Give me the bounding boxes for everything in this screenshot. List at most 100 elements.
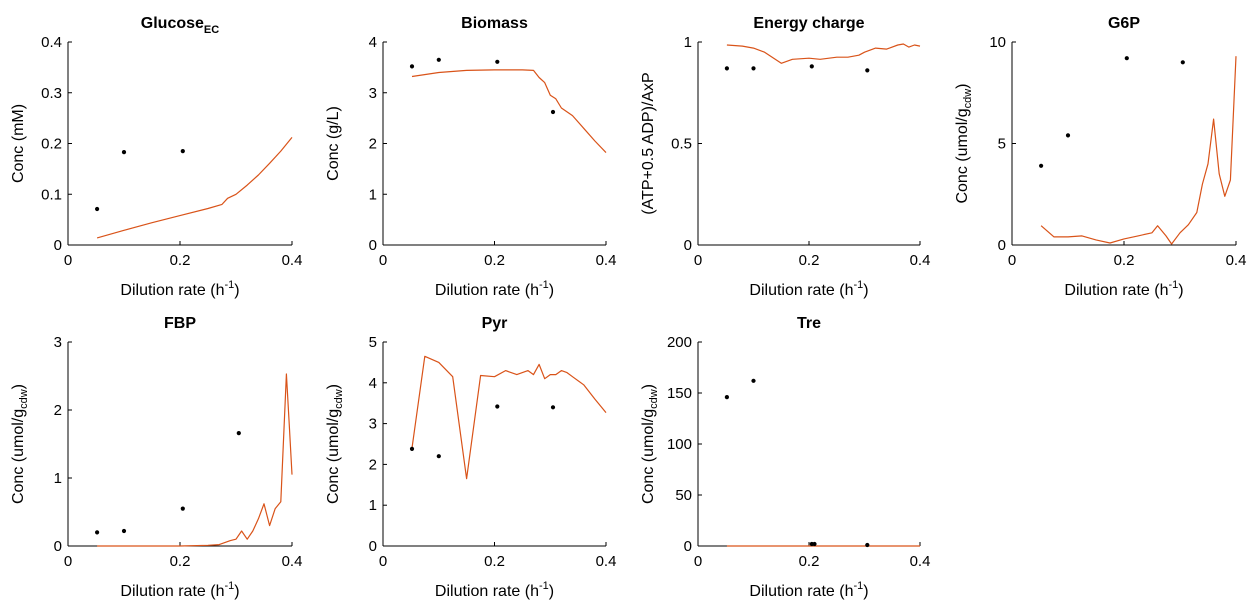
x-tick-label: 0.2 [799, 252, 820, 269]
x-axis-label-superscript: -1 [853, 279, 863, 291]
x-axis-label: Dilution rate (h-1) [749, 580, 868, 600]
y-tick-label: 2 [369, 136, 377, 153]
y-axis-label-text: Conc (umol/g [640, 409, 657, 504]
y-tick-label: 100 [667, 436, 692, 453]
y-axis-label: Conc (g/L) [325, 106, 342, 181]
y-axis-label: Conc (mM) [10, 104, 27, 183]
x-axis-label-close: ) [549, 583, 554, 600]
chart-title: FBP [164, 315, 196, 332]
data-point [495, 59, 500, 64]
chart-panel-6: Tre 0 0.2 0.4 0 50 100 150 200 Dilution rate (h-1… [640, 315, 930, 600]
x-tick-label: 0.4 [282, 553, 303, 570]
x-axis-label-text: Dilution rate (h [435, 282, 539, 299]
x-tick-label: 0.2 [484, 553, 505, 570]
data-point [865, 542, 870, 548]
chart-title: Tre [797, 315, 821, 332]
x-tick-label: 0.2 [799, 553, 820, 570]
model-series-line [97, 373, 293, 547]
x-axis-label-text: Dilution rate (h [749, 583, 853, 600]
model-series-line [1040, 56, 1237, 245]
chart-panel-0: GlucoseEC 0 0.2 0.4 0 0.1 0.2 0.3 0.4 Dilution ra… [10, 15, 302, 299]
x-axis-label-superscript: -1 [1168, 279, 1178, 291]
data-point [550, 405, 556, 410]
y-tick-label: 2 [369, 456, 377, 473]
x-axis-label-text: Dilution rate (h [749, 282, 853, 299]
x-tick-label: 0 [694, 553, 702, 570]
y-axis-label-subscript: cdw [962, 89, 974, 109]
y-tick-label: 3 [54, 334, 62, 351]
x-tick-label: 0 [1008, 252, 1016, 269]
x-axis-label-close: ) [549, 282, 554, 299]
x-axis-label-superscript: -1 [224, 580, 234, 592]
chart-title-text: Biomass [461, 15, 528, 32]
y-axis-label-subscript: cdw [648, 389, 660, 409]
y-tick-label: 2 [54, 402, 62, 419]
data-point [95, 530, 100, 535]
data-point [1124, 56, 1129, 61]
x-axis-label-close: ) [234, 583, 239, 600]
y-tick-label: 0.2 [41, 136, 62, 153]
y-tick-label: 10 [989, 34, 1006, 51]
y-tick-label: 0 [54, 538, 62, 555]
x-axis-label-close: ) [1178, 282, 1183, 299]
x-axis-label-close: ) [863, 282, 868, 299]
data-point [812, 541, 817, 547]
model-series-line [96, 137, 293, 239]
x-tick-label: 0.2 [1114, 252, 1135, 269]
chart-title-text: FBP [164, 315, 196, 332]
chart-title-text: Glucose [141, 15, 204, 32]
x-axis-label-superscript: -1 [224, 279, 234, 291]
data-point [1180, 60, 1185, 65]
y-tick-label: 3 [369, 85, 377, 102]
x-axis-label-close: ) [863, 583, 868, 600]
y-axis-label-close: ) [10, 384, 27, 389]
x-axis-label: Dilution rate (h-1) [120, 279, 239, 299]
model-series-line [411, 69, 607, 154]
data-point [409, 64, 415, 69]
y-axis-label-close: ) [954, 83, 971, 88]
model-series-line [411, 355, 607, 480]
chart-title: Pyr [482, 315, 508, 332]
x-axis-label: Dilution rate (h-1) [435, 580, 554, 600]
x-axis-label-close: ) [234, 282, 239, 299]
y-tick-label: 0.5 [671, 136, 692, 153]
model-series-line [726, 43, 921, 64]
x-tick-label: 0.2 [170, 252, 191, 269]
y-axis-label-subscript: cdw [333, 389, 345, 409]
data-point [180, 149, 185, 154]
y-axis-label-text: Conc (mM) [10, 104, 27, 183]
x-axis-label: Dilution rate (h-1) [1064, 279, 1183, 299]
data-point [436, 454, 441, 459]
chart-title: GlucoseEC [141, 15, 219, 36]
x-axis-label-superscript: -1 [539, 279, 549, 291]
data-point [809, 64, 814, 69]
y-tick-label: 0 [998, 237, 1006, 254]
data-point [550, 109, 556, 115]
x-tick-label: 0 [379, 252, 387, 269]
y-tick-label: 1 [369, 497, 377, 514]
y-axis-label: Conc (umol/gcdw) [325, 384, 345, 504]
y-tick-label: 4 [369, 375, 377, 392]
y-tick-label: 200 [667, 334, 692, 351]
x-axis-label: Dilution rate (h-1) [749, 279, 868, 299]
data-point [236, 431, 241, 436]
y-tick-label: 0 [684, 237, 692, 254]
y-axis-label-subscript: cdw [18, 389, 30, 409]
x-tick-label: 0.4 [596, 553, 617, 570]
y-tick-label: 150 [667, 385, 692, 402]
x-axis-label-superscript: -1 [853, 580, 863, 592]
x-axis-label-superscript: -1 [539, 580, 549, 592]
y-tick-label: 0 [369, 538, 377, 555]
y-tick-label: 0 [369, 237, 377, 254]
y-tick-label: 0 [684, 538, 692, 555]
data-point [495, 404, 500, 409]
data-point [436, 57, 441, 62]
x-tick-label: 0 [694, 252, 702, 269]
chart-panel-1: Biomass 0 0.2 0.4 0 1 2 3 4 Dilution rate (h-1) Co… [325, 15, 616, 299]
data-point [409, 446, 415, 451]
y-tick-label: 3 [369, 416, 377, 433]
y-tick-label: 5 [998, 136, 1006, 153]
y-axis-label-text: Conc (umol/g [954, 108, 971, 203]
